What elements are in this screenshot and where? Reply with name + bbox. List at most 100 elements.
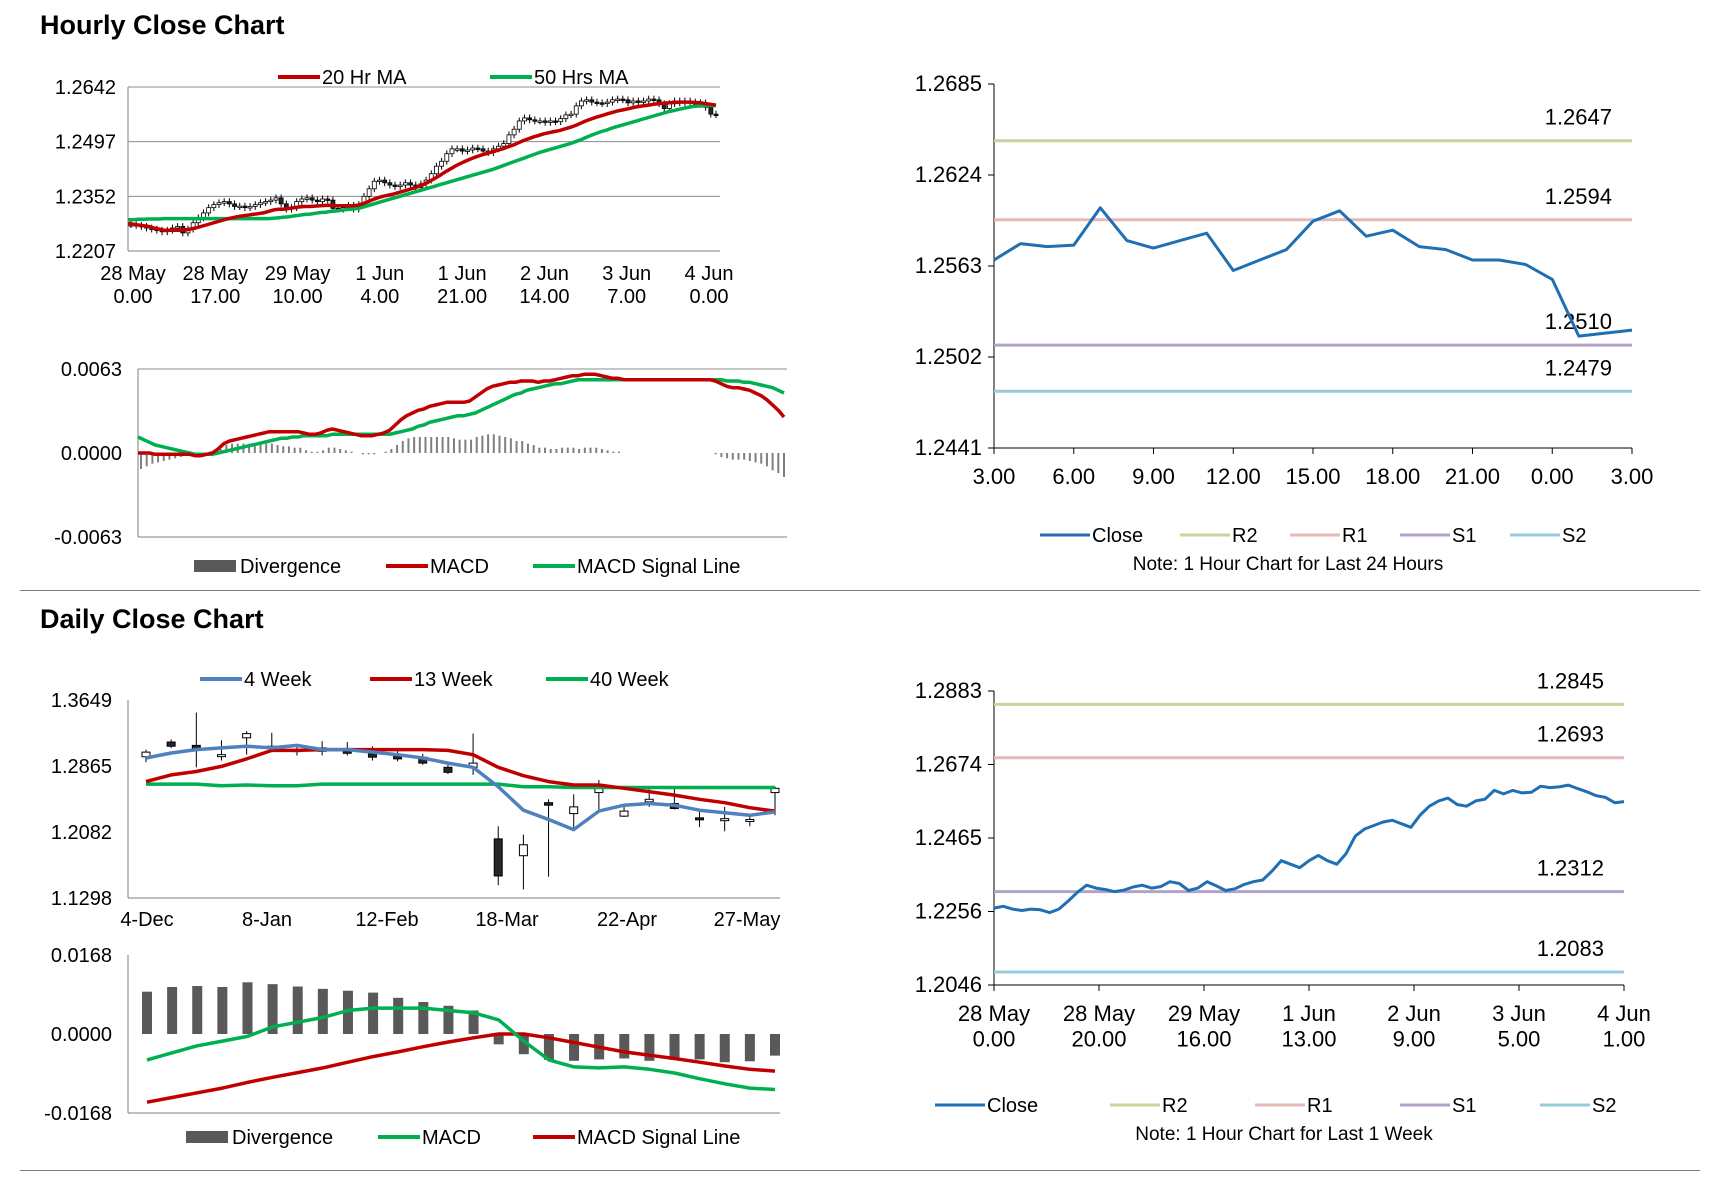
daily-price-x-tick-label: 12-Feb	[355, 909, 418, 931]
daily-legend-divergence-label: Divergence	[232, 1127, 333, 1149]
hourly-price-x-tick-label-line: 4.00	[360, 286, 399, 308]
hourly-candle-body	[459, 148, 465, 152]
daily-levels-legend-s2-label: S2	[1592, 1095, 1616, 1117]
hourly-levels-x-tick-label: 3.00	[973, 464, 1016, 489]
daily-price-x-tick-label: 4-Dec	[120, 909, 173, 931]
hourly-candle-body	[392, 184, 398, 187]
hourly-candle-body	[547, 120, 553, 123]
hourly-candle-body	[641, 100, 646, 103]
hourly-candle-body	[708, 106, 714, 115]
hourly-macd-y-tick-label: 0.0063	[61, 359, 122, 381]
hourly-candle-body	[309, 197, 315, 201]
daily-divergence-bar	[719, 1034, 730, 1063]
daily-levels-x-tick-label: 28 May 0.00	[958, 1001, 1030, 1051]
hourly-macd-line	[138, 372, 786, 458]
hourly-levels-legend-r2-label: R2	[1232, 525, 1258, 547]
hourly-candle-body	[273, 197, 279, 201]
hourly-price-x-tick-label-line: 4 Jun	[685, 263, 734, 285]
hourly-candle-body	[532, 119, 538, 122]
hourly-candle-body	[211, 204, 217, 209]
hourly-price-x-tick-label-line: 1 Jun	[355, 263, 404, 285]
hourly-candle-body	[242, 205, 248, 209]
daily-divergence-bar	[217, 986, 228, 1034]
daily-price-x-tick-label: 8-Jan	[242, 909, 292, 931]
hourly-price-x-tick-label: 3 Jun 7.00	[602, 263, 651, 308]
section-divider-top	[20, 590, 1700, 591]
daily-levels-level-label-r2: 1.2845	[1537, 668, 1604, 693]
hourly-candle-body	[387, 182, 393, 186]
hourly-candle-body	[444, 153, 450, 162]
hourly-price-x-tick-label: 1 Jun 21.00	[437, 263, 487, 308]
daily-levels-x-tick-label-line: 0.00	[973, 1026, 1016, 1051]
daily-ma40w-line	[146, 782, 775, 790]
hourly-macd-signal-line	[137, 377, 785, 457]
daily-legend-signal-label: MACD Signal Line	[577, 1127, 740, 1149]
daily-divergence-bar	[167, 986, 178, 1034]
hourly-ma20-line	[127, 100, 717, 233]
daily-levels-x-tick-label-line: 3 Jun	[1492, 1001, 1546, 1026]
daily-price-x-tick-label: 18-Mar	[475, 909, 539, 931]
hourly-candle-body	[247, 206, 253, 209]
hourly-legend-ma20-label: 20 Hr MA	[322, 67, 407, 89]
daily-price-y-tick-label: 1.3649	[51, 690, 112, 712]
hourly-price-y-tick-label: 1.2207	[55, 241, 116, 263]
hourly-candle-body	[232, 203, 237, 207]
daily-levels-close-line	[993, 783, 1625, 915]
daily-candle-body	[216, 754, 226, 758]
hourly-candle-body	[651, 98, 657, 101]
daily-legend-4week-label: 4 Week	[244, 669, 312, 691]
daily-divergence-bar	[292, 986, 303, 1034]
daily-levels-x-tick-label: 2 Jun 9.00	[1387, 1001, 1441, 1051]
section-divider-bottom	[20, 1170, 1700, 1171]
hourly-candle-body	[610, 99, 615, 103]
daily-levels-x-tick-label-line: 16.00	[1176, 1026, 1231, 1051]
daily-macd-line	[146, 1006, 776, 1092]
hourly-price-y-tick-label: 1.2642	[55, 77, 116, 99]
hourly-candle-body	[465, 149, 470, 152]
hourly-levels-level-label-r2: 1.2647	[1545, 105, 1612, 130]
hourly-levels-x-tick-label: 0.00	[1531, 464, 1574, 489]
daily-divergence-bar	[468, 1010, 479, 1034]
hourly-candle-body	[511, 128, 517, 136]
hourly-price-y-tick-label: 1.2497	[55, 132, 116, 154]
hourly-candle-body	[516, 120, 522, 130]
daily-divergence-bar	[669, 1034, 680, 1060]
hourly-legend-signal-label: MACD Signal Line	[577, 556, 740, 578]
hourly-candle-body	[226, 201, 232, 205]
daily-candle-body	[644, 798, 654, 803]
daily-levels-legend-r1-label: R1	[1307, 1095, 1333, 1117]
hourly-levels-x-tick-label: 21.00	[1445, 464, 1500, 489]
daily-levels-x-tick-label-line: 13.00	[1281, 1026, 1336, 1051]
daily-levels-x-tick-label: 29 May 16.00	[1168, 1001, 1240, 1051]
hourly-levels-level-label-r1: 1.2594	[1545, 184, 1612, 209]
hourly-legend-divergence-swatch	[194, 560, 236, 572]
daily-price-y-tick-label: 1.2865	[51, 756, 112, 778]
daily-levels-y-tick-label: 1.2256	[915, 899, 982, 924]
daily-divergence-bar	[744, 1034, 755, 1062]
hourly-candle-body	[573, 105, 579, 115]
daily-levels-note: Note: 1 Hour Chart for Last 1 Week	[1135, 1124, 1433, 1145]
hourly-levels-legend-close-label: Close	[1092, 525, 1143, 547]
hourly-candle-body	[216, 202, 222, 206]
hourly-candle-body	[252, 204, 258, 207]
daily-section-title: Daily Close Chart	[40, 604, 264, 634]
hourly-candle-body	[299, 198, 305, 203]
daily-divergence-bar	[267, 984, 278, 1034]
hourly-macd-y-tick-label: -0.0063	[54, 527, 122, 549]
daily-candle-body	[242, 733, 252, 739]
daily-levels-x-tick-label: 28 May 20.00	[1063, 1001, 1135, 1051]
hourly-candle-body	[646, 98, 652, 102]
daily-legend-40week-label: 40 Week	[590, 669, 670, 691]
daily-levels-level-label-s2: 1.2083	[1537, 936, 1604, 961]
daily-divergence-bar	[418, 1002, 429, 1034]
daily-divergence-bar	[493, 1034, 504, 1045]
daily-levels-y-tick-label: 1.2674	[915, 752, 982, 777]
hourly-candle-body	[366, 188, 372, 197]
hourly-levels-y-tick-label: 1.2624	[915, 162, 982, 187]
hourly-price-x-tick-label: 4 Jun 0.00	[685, 263, 734, 308]
hourly-candle-body	[625, 99, 631, 104]
hourly-levels-x-tick-label: 12.00	[1206, 464, 1261, 489]
hourly-candle-body	[599, 102, 605, 105]
daily-divergence-bar	[443, 1005, 454, 1034]
